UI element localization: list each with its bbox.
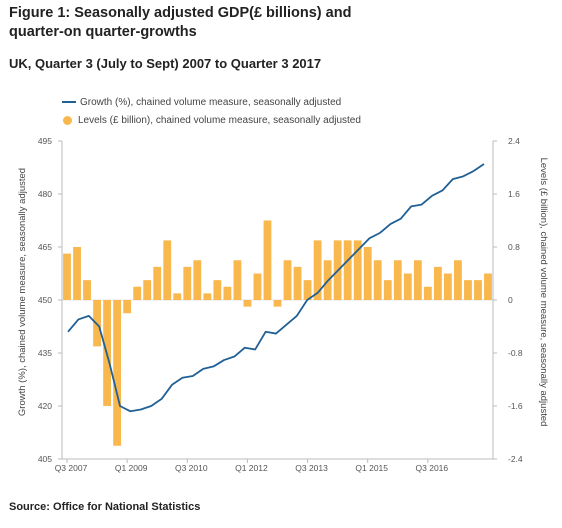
x-tick-label: Q3 2016 <box>416 463 449 473</box>
bar <box>153 266 162 301</box>
bar <box>403 273 412 300</box>
bar <box>293 266 302 301</box>
left-tick-label: 450 <box>38 295 52 305</box>
legend: Growth (%), chained volume measure, seas… <box>62 93 361 129</box>
bar <box>173 293 182 301</box>
bar <box>443 273 452 300</box>
axes: 405 420 435 450 465 480 495 -2.4 -1.6 -0.8 0 0.8 1.6… <box>38 136 523 473</box>
right-axis-label: Levels (£ billion), chained volume measu… <box>538 158 549 427</box>
bar <box>303 280 312 301</box>
legend-label-growth: Growth (%), chained volume measure, seas… <box>80 96 342 108</box>
bar <box>454 260 462 300</box>
bar <box>233 260 242 300</box>
x-tick-label: Q1 2012 <box>235 463 268 473</box>
bar <box>183 266 192 301</box>
left-tick-label: 465 <box>38 242 52 252</box>
bar <box>383 280 392 301</box>
left-tick-label: 435 <box>38 348 52 358</box>
bar <box>353 240 362 301</box>
bar <box>133 286 142 300</box>
bar <box>474 280 482 301</box>
bar <box>484 273 492 300</box>
right-tick-label: 0 <box>508 295 513 305</box>
legend-line-swatch <box>62 101 76 103</box>
bar <box>433 266 442 301</box>
source-note: Source: Office for National Statistics <box>9 501 201 513</box>
right-tick-label: -1.6 <box>508 401 523 411</box>
right-tick-label: 2.4 <box>508 136 520 146</box>
bar <box>243 300 252 307</box>
bar <box>464 280 472 301</box>
x-tick-label: Q1 2015 <box>355 463 388 473</box>
legend-bar-swatch <box>63 115 72 125</box>
right-tick-label: 0.8 <box>508 242 520 252</box>
x-tick-label: Q3 2007 <box>55 463 88 473</box>
bar <box>83 280 91 301</box>
bar <box>373 260 382 300</box>
bar <box>313 240 322 301</box>
bar <box>393 260 402 300</box>
bar <box>263 220 272 300</box>
x-tick-label: Q3 2013 <box>295 463 328 473</box>
chart-subtitle: UK, Quarter 3 (July to Sept) 2007 to Qua… <box>9 56 322 71</box>
bar <box>283 260 292 300</box>
bar <box>363 247 372 300</box>
growth-line <box>67 163 485 413</box>
bar <box>273 300 282 307</box>
left-tick-label: 420 <box>38 401 52 411</box>
x-tick-label: Q1 2009 <box>115 463 148 473</box>
bar <box>203 293 212 301</box>
bar <box>213 280 222 301</box>
bar <box>343 240 352 301</box>
line-series <box>67 163 485 413</box>
left-axis-label: Growth (%), chained volume measure, seas… <box>17 168 28 416</box>
x-tick-label: Q3 2010 <box>175 463 208 473</box>
bar <box>253 273 262 300</box>
bar <box>193 260 202 300</box>
left-tick-label: 405 <box>38 454 52 464</box>
legend-label-levels: Levels (£ billion), chained volume measu… <box>78 114 361 126</box>
bar <box>123 300 132 314</box>
left-tick-label: 480 <box>38 189 52 199</box>
bar <box>73 247 81 300</box>
bar <box>223 286 232 300</box>
right-tick-label: -2.4 <box>508 454 523 464</box>
bar <box>143 280 152 301</box>
legend-item-growth: Growth (%), chained volume measure, seas… <box>62 93 361 111</box>
right-tick-label: 1.6 <box>508 189 520 199</box>
bar <box>113 300 122 446</box>
bar <box>163 240 172 301</box>
legend-item-levels: Levels (£ billion), chained volume measu… <box>62 111 361 129</box>
right-tick-label: -0.8 <box>508 348 523 358</box>
bar <box>63 253 71 300</box>
chart-title: Figure 1: Seasonally adjusted GDP(£ bill… <box>9 5 352 40</box>
bar <box>423 286 432 300</box>
bar <box>413 260 422 300</box>
left-tick-label: 495 <box>38 136 52 146</box>
